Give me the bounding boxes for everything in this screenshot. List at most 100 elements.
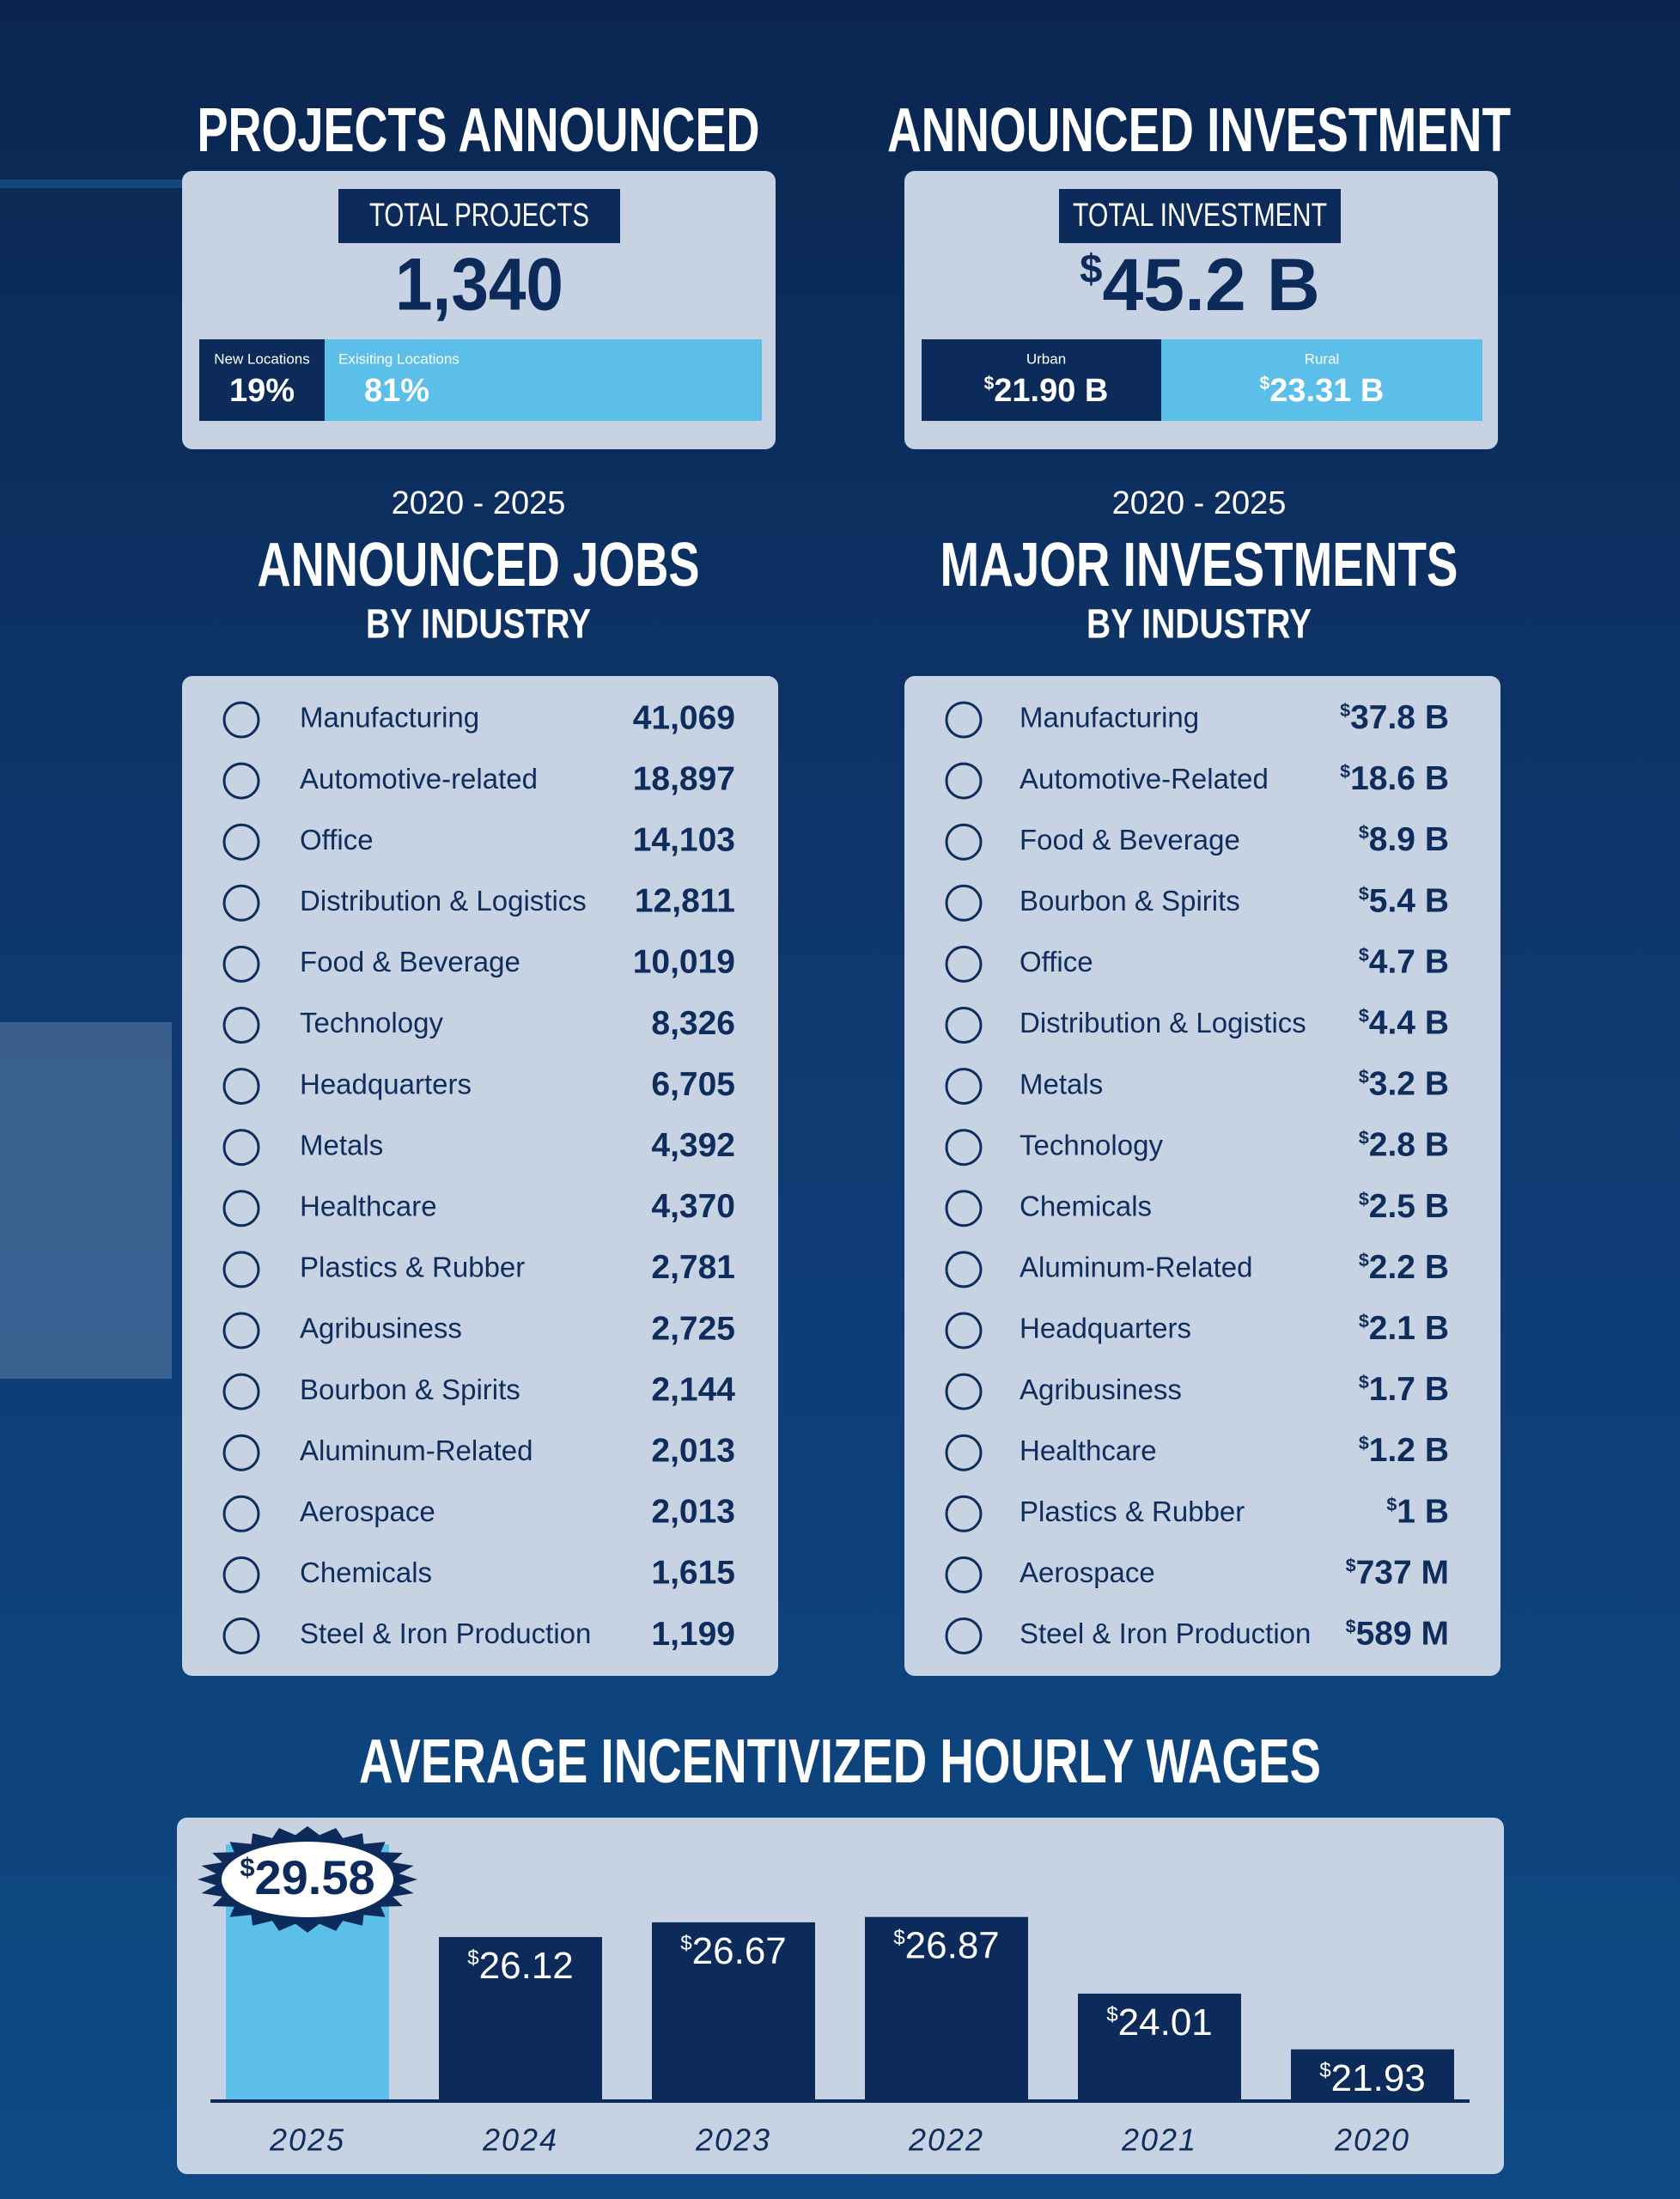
- industry-icon: [945, 1312, 983, 1349]
- industry-label: Metals: [300, 1129, 383, 1160]
- bar: [1078, 1993, 1241, 2101]
- industry-value: $3.2 B: [1359, 1066, 1449, 1103]
- industry-label: Chemicals: [1020, 1191, 1152, 1222]
- segment-value: 81%: [364, 373, 429, 409]
- industry-label: Bourbon & Spirits: [300, 1374, 520, 1405]
- industry-label: Plastics & Rubber: [1020, 1495, 1245, 1527]
- industry-label: Headquarters: [1020, 1313, 1191, 1344]
- total: $45.2 B: [1080, 244, 1320, 326]
- industry-icon: [222, 1617, 260, 1654]
- industry-icon: [945, 701, 983, 739]
- industry-icon: [222, 762, 260, 800]
- industry-value: $1.2 B: [1359, 1432, 1449, 1469]
- industry-label: Automotive-related: [300, 763, 538, 795]
- industry-value: $5.4 B: [1359, 883, 1449, 920]
- industry-label: Steel & Iron Production: [1020, 1617, 1311, 1649]
- value-label: $26.12: [467, 1945, 574, 1987]
- industry-label: Manufacturing: [300, 702, 479, 734]
- label-box: [1059, 189, 1341, 243]
- bar: [865, 1916, 1028, 2101]
- industry-label: Office: [1020, 946, 1093, 978]
- industry-label: Technology: [1020, 1129, 1163, 1160]
- industry-value: 2,725: [651, 1310, 735, 1347]
- decor-stripe: [0, 180, 189, 188]
- industry-icon: [222, 1190, 260, 1227]
- industry-icon: [222, 884, 260, 922]
- decor-block: [0, 1022, 172, 1379]
- industry-icon: [222, 701, 260, 739]
- industry-icon: [945, 762, 983, 800]
- segment: [199, 339, 325, 421]
- industry-label: Distribution & Logistics: [1020, 1007, 1306, 1039]
- industry-value: $1 B: [1386, 1494, 1449, 1531]
- industry-value: 4,370: [651, 1188, 735, 1225]
- industry-value: 12,811: [635, 883, 735, 920]
- industry-value: $2.8 B: [1359, 1127, 1449, 1164]
- industry-value: 2,013: [651, 1432, 735, 1469]
- box-label: TOTAL INVESTMENT: [1073, 198, 1327, 234]
- box-label: TOTAL PROJECTS: [369, 198, 589, 234]
- industry-value: $1.7 B: [1359, 1371, 1449, 1408]
- x-tick-label: 2024: [482, 2123, 558, 2158]
- industry-label: Aluminum-Related: [1020, 1252, 1252, 1283]
- industry-value: $4.4 B: [1359, 1005, 1449, 1042]
- x-tick-label: 2025: [269, 2123, 345, 2158]
- segment: [325, 339, 762, 421]
- industry-icon: [945, 1434, 983, 1471]
- segment-value: $21.90 B: [984, 373, 1109, 409]
- section-title: ANNOUNCED JOBS: [258, 531, 700, 600]
- industry-icon: [945, 884, 983, 922]
- industry-value: $737 M: [1346, 1555, 1449, 1592]
- x-tick-label: 2023: [695, 2123, 771, 2158]
- industry-value: 6,705: [651, 1066, 735, 1103]
- industry-value: 14,103: [633, 821, 735, 858]
- industry-label: Agribusiness: [1020, 1374, 1182, 1405]
- industry-value: $37.8 B: [1340, 699, 1449, 736]
- industry-icon: [945, 1617, 983, 1654]
- segment-label: Exisiting Locations: [338, 350, 460, 367]
- industry-value: $2.2 B: [1359, 1249, 1449, 1286]
- industry-label: Healthcare: [1020, 1435, 1157, 1466]
- period: 2020 - 2025: [392, 485, 566, 521]
- industry-value: 1,615: [651, 1555, 735, 1592]
- industry-label: Aerospace: [300, 1495, 435, 1527]
- industry-icon: [222, 1556, 260, 1593]
- industry-value: $8.9 B: [1359, 821, 1449, 858]
- industry-icon: [945, 1251, 983, 1288]
- industry-value: $18.6 B: [1340, 760, 1449, 797]
- industry-icon: [222, 1495, 260, 1532]
- industry-value: $4.7 B: [1359, 944, 1449, 981]
- chart: $29.58 2025 $26.12 2024 $26.67 2023 $26.87 2022…: [198, 1826, 1454, 2158]
- industry-label: Distribution & Logistics: [300, 885, 587, 917]
- industry-icon: [222, 1007, 260, 1044]
- value-label: $21.93: [1319, 2056, 1426, 2098]
- industry-value: 4,392: [651, 1127, 735, 1164]
- badge: [222, 1842, 393, 1917]
- value-label: $29.58: [240, 1850, 374, 1904]
- bar: [1291, 2049, 1454, 2101]
- industry-icon: [222, 945, 260, 983]
- segment-label: Rural: [1305, 350, 1340, 367]
- industry-value: 8,326: [651, 1005, 735, 1042]
- industry-label: Aerospace: [1020, 1556, 1155, 1588]
- industry-label: Food & Beverage: [1020, 824, 1240, 856]
- industry-value: $2.5 B: [1359, 1188, 1449, 1225]
- industry-label: Aluminum-Related: [300, 1435, 533, 1466]
- list-panel: [904, 676, 1500, 1676]
- segment-label: New Locations: [214, 350, 310, 367]
- industry-icon: [945, 945, 983, 983]
- industry-icon: [945, 1007, 983, 1044]
- industry-icon: [945, 823, 983, 861]
- industry-label: Metals: [1020, 1068, 1103, 1100]
- industry-icon: [222, 1251, 260, 1288]
- industry-label: Plastics & Rubber: [300, 1252, 525, 1283]
- industry-icon: [945, 1556, 983, 1593]
- industry-icon: [945, 1068, 983, 1106]
- segment: [922, 339, 1161, 421]
- industry-label: Bourbon & Spirits: [1020, 885, 1240, 917]
- industry-label: Automotive-Related: [1020, 763, 1269, 795]
- value-label: $26.87: [893, 1924, 1000, 1966]
- industry-value: $2.1 B: [1359, 1310, 1449, 1347]
- industry-icon: [222, 823, 260, 861]
